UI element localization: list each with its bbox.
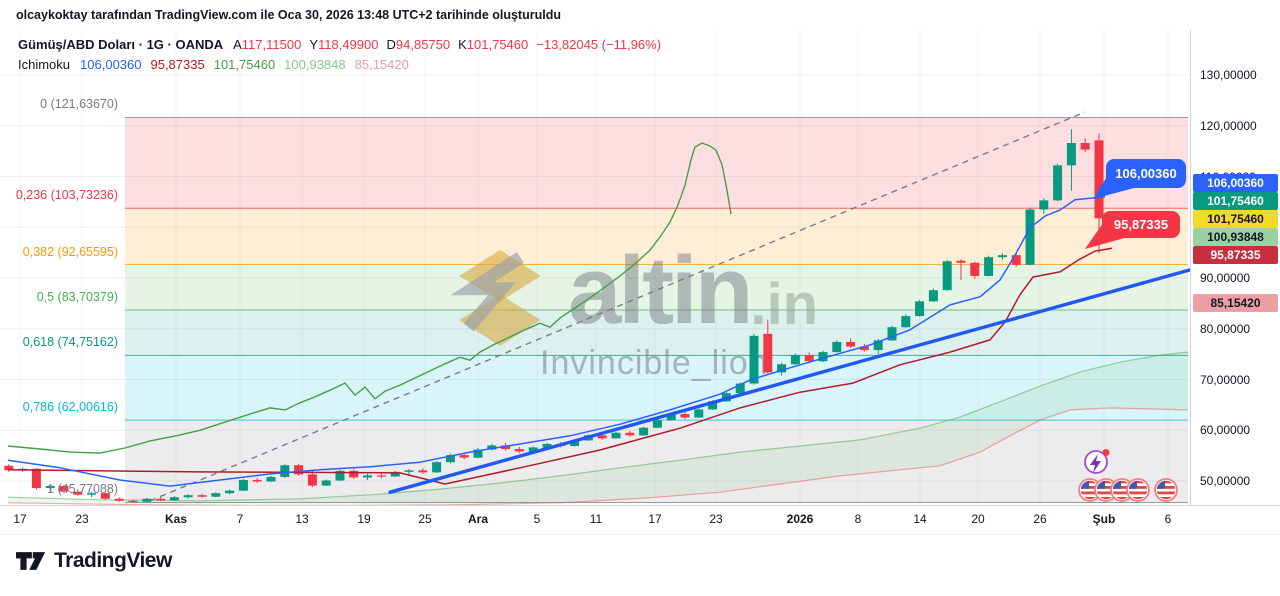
price-axis-badge: 85,15420 [1193,294,1278,312]
time-label: 8 [854,512,862,526]
fib-level-label: 0,236 (103,73236) [15,188,118,203]
price-tick: 120,00000 [1200,118,1257,133]
indicator-value: 95,87335 [150,57,205,72]
time-label: Kas [164,512,188,526]
ohlc-field: Y118,49900 [309,37,379,52]
price-axis-badge: 95,87335 [1193,246,1278,264]
indicator-name[interactable]: Ichimoku [18,57,71,72]
price-axis-badge: 100,93848 [1193,228,1278,246]
indicator-header: Ichimoku 106,00360 95,87335 101,75460 100,93… [18,57,418,72]
price-callout-blue[interactable]: 106,00360 [1106,159,1186,188]
price-tick: 50,00000 [1200,474,1251,488]
watermark-username: Invincible_lion [540,344,769,382]
watermark: altin .in [444,237,819,346]
ohlc-readout: A117,11500 Y118,49900 D94,85750 K101,75460 [233,37,536,52]
price-tick: 70,00000 [1200,372,1251,387]
us-flag-event-icon[interactable] [1126,478,1150,502]
price-tick: 90,00000 [1200,271,1251,285]
watermark-brand: altin [568,237,753,344]
time-label: 11 [589,512,603,526]
price-axis[interactable]: 130,00000120,00000110,0000090,0000080,00… [1190,30,1280,533]
change-readout: −13,82045 (−11,96%) [536,37,662,52]
price-callout-red[interactable]: 95,87335 [1102,211,1180,238]
indicator-value: 85,15420 [354,57,409,72]
time-label: 23 [709,512,723,526]
event-markers [1078,449,1178,502]
time-label: 23 [75,512,89,526]
tradingview-logo-text: TradingView [54,549,172,572]
price-axis-badge: 101,75460 [1193,192,1278,210]
symbol-header: Gümüş/ABD Doları · 1G · OANDA A117,11500 Y… [18,37,661,52]
price-axis-badge: 101,75460 [1193,210,1278,228]
tradingview-logo[interactable]: TradingView [16,549,172,573]
tradingview-mark-icon [16,552,46,570]
ohlc-field: A117,11500 [233,37,302,52]
indicator-readout: 106,00360 95,87335 101,75460 100,93848 85,15… [80,57,418,72]
time-label: 5 [533,512,541,526]
indicator-value: 106,00360 [80,57,142,72]
fib-level-label: 0,5 (83,70379) [36,289,118,304]
time-label: 2026 [786,512,814,526]
fib-level-label: 0,382 (92,65595) [22,244,118,259]
time-label: 25 [418,512,432,526]
fib-level-label: 0,786 (62,00616) [22,400,118,415]
fib-level-label: 0,618 (74,75162) [22,335,118,350]
time-label: 7 [236,512,244,526]
symbol-title[interactable]: Gümüş/ABD Doları · 1G · OANDA [18,37,224,52]
fib-level-label: 1 (45,77088) [47,482,118,497]
time-label: 26 [1033,512,1047,526]
us-flag-event-icon[interactable] [1154,478,1178,502]
time-label: 19 [357,512,371,526]
ohlc-field: D94,85750 [386,37,451,52]
ohlc-field: K101,75460 [458,37,529,52]
watermark-tld: .in [750,272,819,338]
time-label: 20 [971,512,985,526]
time-label: 17 [13,512,27,526]
time-label: 17 [648,512,662,526]
altin-logo-icon [450,250,541,346]
indicator-value: 100,93848 [284,57,346,72]
price-tick: 80,00000 [1200,321,1251,336]
time-label: Ara [467,512,489,526]
time-label: 14 [913,512,927,526]
indicator-value: 101,75460 [213,57,276,72]
time-label: Şub [1092,512,1116,526]
time-label: 13 [295,512,309,526]
attribution-text: olcaykoktay tarafından TradingView.com i… [16,8,561,22]
time-label: 6 [1164,512,1172,526]
time-axis[interactable]: 17 23 Kas 7 13 19 25 Ara 5 11 17 23 2026 8 14 20 26 Şub 6 [0,505,1280,535]
fib-level-label: 0 (121,63670) [40,97,118,112]
price-axis-badge: 106,00360 [1193,174,1278,192]
lightning-event-icon[interactable] [1084,449,1110,474]
price-tick: 60,00000 [1200,423,1251,438]
price-tick: 130,00000 [1200,68,1257,82]
